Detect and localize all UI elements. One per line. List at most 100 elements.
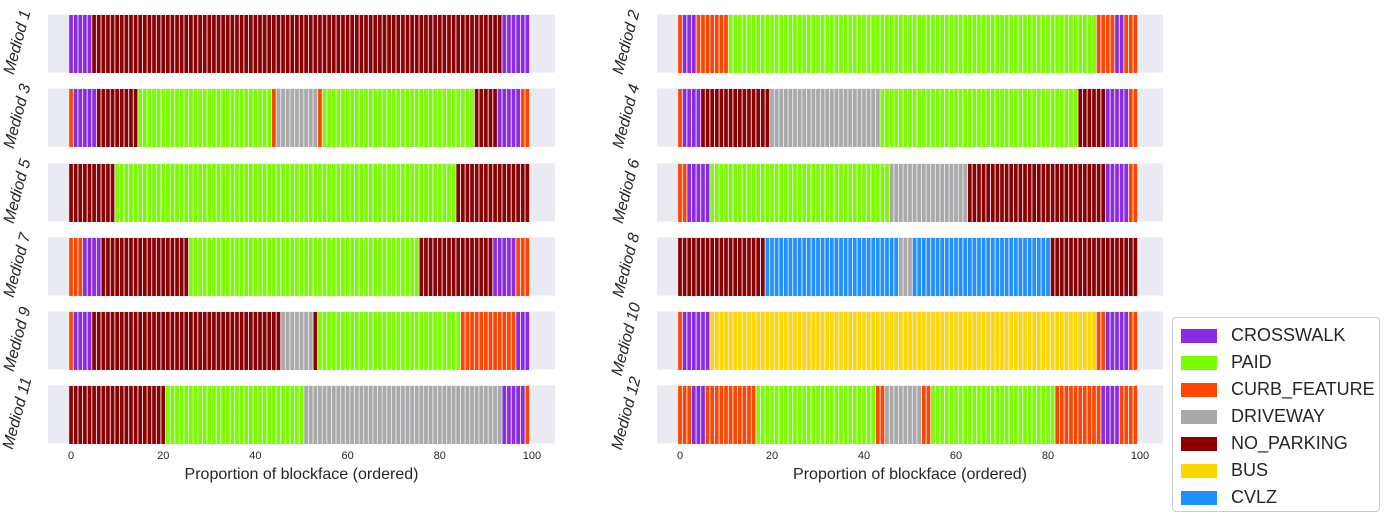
- bar: [829, 15, 834, 73]
- bar: [410, 15, 414, 73]
- bar: [405, 312, 410, 370]
- bar: [313, 15, 318, 73]
- bar: [235, 238, 239, 296]
- bar: [857, 15, 862, 73]
- bar: [124, 238, 129, 296]
- bar: [170, 238, 175, 296]
- bar: [350, 386, 355, 444]
- bar: [460, 312, 465, 370]
- bar: [1124, 312, 1129, 370]
- bar: [1064, 164, 1069, 222]
- bar: [212, 89, 216, 147]
- bar: [1069, 89, 1073, 147]
- bar: [820, 164, 825, 222]
- bar: [216, 238, 221, 296]
- bar: [69, 238, 73, 296]
- bar: [336, 312, 341, 370]
- bar: [986, 164, 991, 222]
- bar: [460, 89, 465, 147]
- bar: [714, 312, 719, 370]
- bar: [967, 238, 972, 296]
- bar: [926, 89, 931, 147]
- bar: [871, 312, 876, 370]
- bar: [474, 238, 479, 296]
- bar: [419, 164, 424, 222]
- bar: [751, 312, 756, 370]
- bar: [304, 312, 308, 370]
- bar: [1073, 164, 1078, 222]
- bar: [322, 164, 327, 222]
- bar: [1115, 164, 1119, 222]
- bar: [272, 386, 276, 444]
- bar: [354, 15, 359, 73]
- bar: [1124, 15, 1129, 73]
- bar: [981, 89, 986, 147]
- bar: [520, 312, 525, 370]
- bar: [433, 312, 438, 370]
- bar: [267, 238, 272, 296]
- bar: [350, 164, 355, 222]
- bar: [747, 89, 751, 147]
- bar: [995, 238, 1000, 296]
- bar: [1032, 238, 1037, 296]
- bar: [193, 238, 198, 296]
- bar: [96, 238, 101, 296]
- bar: [281, 238, 285, 296]
- bar: [1059, 312, 1064, 370]
- bar: [875, 15, 880, 73]
- bar: [331, 15, 336, 73]
- bar: [516, 312, 520, 370]
- bar: [958, 89, 963, 147]
- bar: [1110, 164, 1115, 222]
- bar: [308, 164, 313, 222]
- bar: [142, 312, 147, 370]
- bar: [119, 238, 124, 296]
- bar: [977, 15, 981, 73]
- bar: [290, 164, 295, 222]
- bar: [87, 238, 92, 296]
- bar: [866, 312, 871, 370]
- bar: [396, 312, 401, 370]
- bar: [894, 164, 899, 222]
- bar: [908, 89, 912, 147]
- bar: [525, 312, 530, 370]
- bar: [207, 238, 212, 296]
- bar: [774, 89, 779, 147]
- bar: [354, 238, 359, 296]
- bar: [225, 312, 230, 370]
- bar: [230, 15, 235, 73]
- bar: [96, 386, 101, 444]
- bar: [1009, 15, 1014, 73]
- bar: [714, 238, 719, 296]
- bar: [276, 89, 281, 147]
- bar: [1128, 15, 1133, 73]
- bar: [212, 164, 216, 222]
- bar: [175, 312, 179, 370]
- bar: [1064, 386, 1069, 444]
- bar: [239, 386, 244, 444]
- bar: [511, 238, 516, 296]
- bar: [456, 164, 461, 222]
- bar: [147, 386, 152, 444]
- bar: [507, 238, 511, 296]
- bar: [834, 15, 839, 73]
- bar: [793, 15, 797, 73]
- bar: [474, 15, 479, 73]
- bar: [198, 386, 202, 444]
- bar: [1004, 164, 1009, 222]
- bar: [917, 164, 922, 222]
- bar: [244, 312, 249, 370]
- bar: [981, 15, 986, 73]
- bar: [336, 89, 341, 147]
- bar: [516, 89, 520, 147]
- bar: [1124, 164, 1129, 222]
- bar: [156, 386, 161, 444]
- bar: [1101, 89, 1106, 147]
- bar: [1023, 164, 1027, 222]
- bar: [465, 164, 470, 222]
- bar: [516, 238, 520, 296]
- bar: [816, 386, 820, 444]
- bar: [96, 164, 101, 222]
- bar: [857, 312, 862, 370]
- bar: [92, 238, 96, 296]
